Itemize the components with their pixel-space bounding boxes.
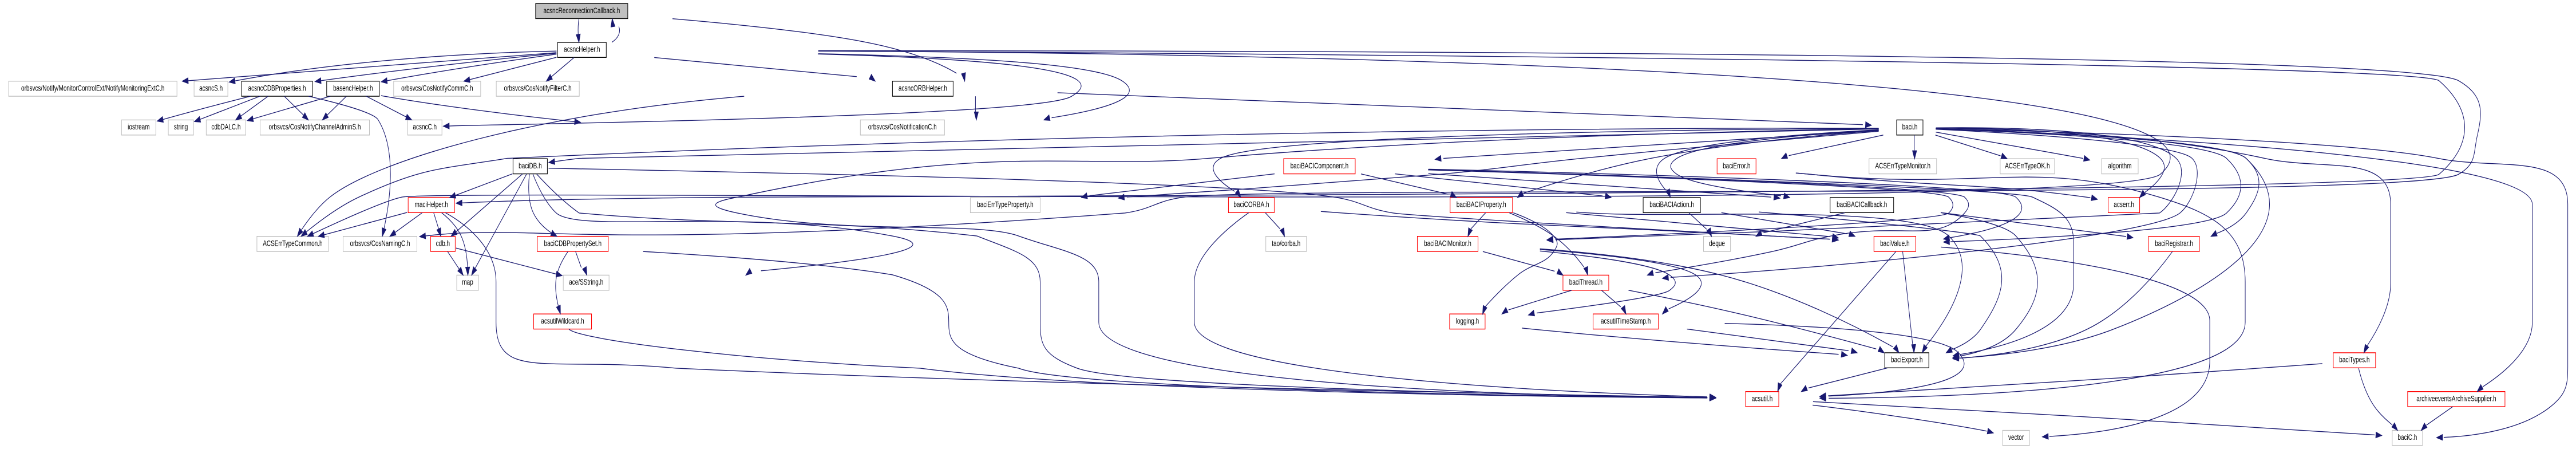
svg-text:logging.h: logging.h	[1456, 316, 1479, 325]
svg-text:ace/SString.h: ace/SString.h	[569, 277, 603, 286]
svg-text:acsncReconnectionCallback.h: acsncReconnectionCallback.h	[543, 6, 620, 15]
svg-text:cdb.h: cdb.h	[436, 239, 450, 248]
svg-text:acsncC.h: acsncC.h	[413, 122, 437, 131]
svg-text:baciC.h: baciC.h	[2397, 432, 2417, 442]
svg-text:baciBACIAction.h: baciBACIAction.h	[1649, 200, 1694, 209]
svg-text:acsncS.h: acsncS.h	[199, 84, 223, 93]
svg-text:tao/corba.h: tao/corba.h	[1272, 239, 1300, 248]
svg-text:baciCDBPropertySet.h: baciCDBPropertySet.h	[544, 239, 602, 248]
svg-text:basencHelper.h: basencHelper.h	[333, 84, 373, 93]
svg-text:algorithm: algorithm	[2108, 161, 2131, 170]
svg-text:baciDB.h: baciDB.h	[519, 161, 542, 170]
svg-text:acsncCDBProperties.h: acsncCDBProperties.h	[248, 84, 306, 93]
svg-text:vector: vector	[2008, 432, 2024, 442]
svg-text:acsncHelper.h: acsncHelper.h	[564, 45, 600, 54]
svg-text:maciHelper.h: maciHelper.h	[415, 200, 448, 209]
svg-text:baciBACICallback.h: baciBACICallback.h	[1837, 200, 1887, 209]
svg-text:deque: deque	[1709, 239, 1725, 248]
svg-text:map: map	[462, 277, 473, 286]
svg-text:ACSErrTypeCommon.h: ACSErrTypeCommon.h	[263, 239, 322, 248]
svg-text:acsutil.h: acsutil.h	[1752, 394, 1773, 403]
svg-text:ACSErrTypeOK.h: ACSErrTypeOK.h	[2005, 161, 2049, 170]
svg-text:baciTypes.h: baciTypes.h	[2339, 355, 2369, 364]
svg-text:orbsvcs/CosNotifyCommC.h: orbsvcs/CosNotifyCommC.h	[401, 84, 473, 93]
svg-text:baciThread.h: baciThread.h	[1569, 277, 1602, 286]
svg-text:baciError.h: baciError.h	[1723, 161, 1750, 170]
svg-text:orbsvcs/CosNotificationC.h: orbsvcs/CosNotificationC.h	[868, 122, 937, 131]
svg-text:string: string	[174, 122, 188, 131]
svg-text:cdbDALC.h: cdbDALC.h	[211, 122, 240, 131]
svg-text:orbsvcs/CosNamingC.h: orbsvcs/CosNamingC.h	[350, 239, 410, 248]
svg-text:baciExport.h: baciExport.h	[1891, 355, 1923, 364]
svg-text:baciRegistrar.h: baciRegistrar.h	[2155, 239, 2193, 248]
svg-text:ACSErrTypeMonitor.h: ACSErrTypeMonitor.h	[1875, 161, 1930, 170]
svg-text:baciBACIComponent.h: baciBACIComponent.h	[1291, 161, 1349, 170]
svg-text:acsutilTimeStamp.h: acsutilTimeStamp.h	[1601, 316, 1651, 325]
svg-text:iostream: iostream	[128, 122, 149, 131]
svg-text:orbsvcs/CosNotifyChannelAdminS: orbsvcs/CosNotifyChannelAdminS.h	[269, 122, 361, 131]
svg-text:acserr.h: acserr.h	[2114, 200, 2134, 209]
svg-text:baciValue.h: baciValue.h	[1880, 239, 1909, 248]
svg-text:acsutilWildcard.h: acsutilWildcard.h	[541, 316, 584, 325]
svg-text:baciBACIMonitor.h: baciBACIMonitor.h	[1424, 239, 1471, 248]
svg-text:orbsvcs/Notify/MonitorControlE: orbsvcs/Notify/MonitorControlExt/NotifyM…	[21, 84, 164, 93]
svg-text:orbsvcs/CosNotifyFilterC.h: orbsvcs/CosNotifyFilterC.h	[504, 84, 572, 93]
svg-text:acsncORBHelper.h: acsncORBHelper.h	[899, 84, 947, 93]
svg-text:baciCORBA.h: baciCORBA.h	[1233, 200, 1269, 209]
svg-text:archiveeventsArchiveSupplier.h: archiveeventsArchiveSupplier.h	[2416, 394, 2496, 403]
svg-text:baciErrTypeProperty.h: baciErrTypeProperty.h	[977, 200, 1034, 209]
svg-text:baci.h: baci.h	[1902, 122, 1918, 131]
svg-text:baciBACIProperty.h: baciBACIProperty.h	[1457, 200, 1506, 209]
